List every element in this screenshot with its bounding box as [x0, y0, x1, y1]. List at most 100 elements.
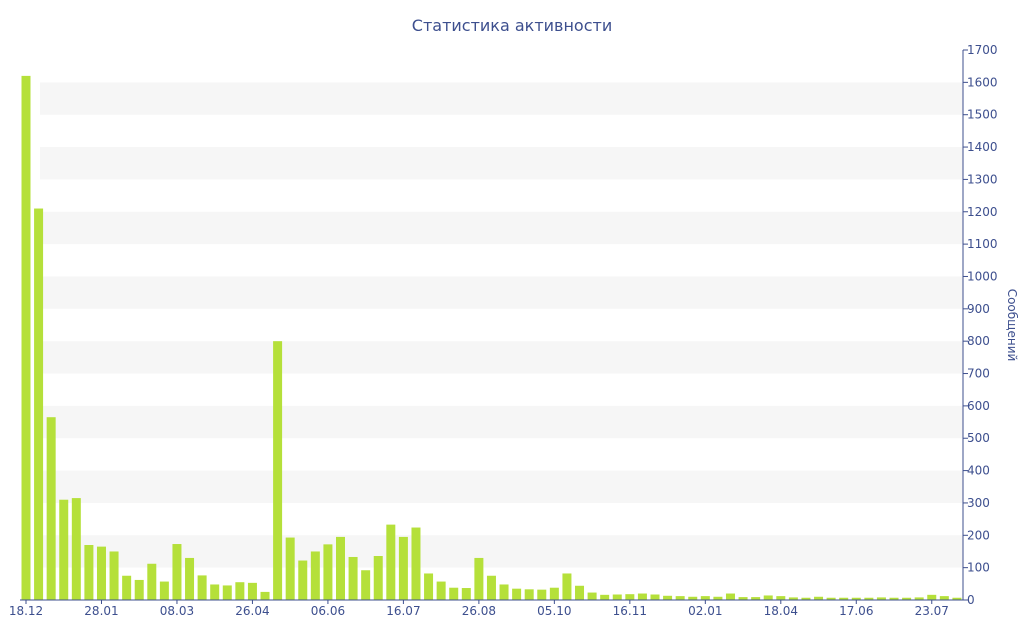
bar[interactable] — [310, 551, 320, 600]
bar[interactable] — [59, 499, 69, 600]
bar[interactable] — [788, 597, 798, 600]
bar[interactable] — [273, 341, 283, 600]
bar[interactable] — [486, 575, 496, 600]
bar[interactable] — [927, 594, 937, 600]
bar[interactable] — [474, 557, 484, 600]
bar[interactable] — [449, 587, 459, 600]
bar[interactable] — [159, 581, 169, 600]
bar[interactable] — [260, 591, 270, 600]
bar[interactable] — [625, 594, 635, 600]
bar[interactable] — [902, 597, 912, 600]
bar[interactable] — [21, 75, 31, 600]
bar[interactable] — [725, 593, 735, 600]
bar[interactable] — [713, 596, 723, 600]
bar[interactable] — [386, 524, 396, 600]
bar[interactable] — [876, 597, 886, 600]
y-tick-label: 1100 — [967, 237, 998, 251]
bar[interactable] — [398, 536, 408, 600]
bar[interactable] — [147, 563, 157, 600]
bar[interactable] — [637, 593, 647, 600]
bar[interactable] — [71, 498, 81, 600]
bar[interactable] — [688, 596, 698, 600]
y-tick-label: 1000 — [967, 269, 998, 283]
y-tick-label: 600 — [967, 399, 990, 413]
bar[interactable] — [109, 551, 119, 600]
y-tick-label: 300 — [967, 496, 990, 510]
bar[interactable] — [172, 544, 182, 600]
bar[interactable] — [461, 588, 471, 600]
y-tick-label: 100 — [967, 561, 990, 575]
x-tick-label: 18.12 — [9, 604, 43, 618]
bar[interactable] — [914, 597, 924, 600]
bar[interactable] — [235, 582, 245, 600]
x-tick-label: 17.06 — [839, 604, 873, 618]
bar[interactable] — [851, 597, 861, 600]
bar[interactable] — [285, 537, 295, 600]
bar[interactable] — [298, 560, 308, 600]
bar[interactable] — [436, 581, 446, 600]
bar[interactable] — [600, 594, 610, 600]
grid-band — [40, 405, 963, 439]
bar[interactable] — [424, 573, 434, 600]
bar[interactable] — [889, 597, 899, 600]
bar[interactable] — [763, 595, 773, 600]
x-tick-label: 06.06 — [311, 604, 345, 618]
grid-bands — [40, 82, 963, 568]
bar[interactable] — [650, 594, 660, 601]
bar[interactable] — [524, 589, 534, 600]
grid-band — [40, 211, 963, 245]
bar[interactable] — [700, 596, 710, 600]
y-tick-label: 1600 — [967, 75, 998, 89]
bar[interactable] — [185, 557, 195, 600]
x-tick-label: 16.07 — [386, 604, 420, 618]
bar[interactable] — [348, 556, 358, 600]
bar[interactable] — [751, 597, 761, 600]
x-tick-label: 28.01 — [84, 604, 118, 618]
x-tick-label: 16.11 — [613, 604, 647, 618]
y-tick-label: 500 — [967, 431, 990, 445]
bar[interactable] — [814, 596, 824, 600]
bar[interactable] — [801, 597, 811, 600]
bar[interactable] — [411, 527, 421, 600]
bar[interactable] — [512, 588, 522, 600]
bar[interactable] — [361, 570, 371, 600]
bar[interactable] — [373, 556, 383, 600]
bar[interactable] — [939, 596, 949, 600]
bar[interactable] — [663, 595, 673, 600]
bar[interactable] — [776, 596, 786, 600]
bar[interactable] — [336, 536, 345, 600]
bar[interactable] — [952, 597, 962, 600]
bar[interactable] — [134, 579, 144, 600]
bar[interactable] — [537, 589, 547, 600]
bar[interactable] — [46, 417, 56, 600]
bar[interactable] — [84, 545, 94, 600]
x-tick-label: 18.04 — [764, 604, 798, 618]
bar[interactable] — [738, 597, 748, 600]
bar[interactable] — [612, 594, 622, 601]
bar[interactable] — [587, 592, 597, 600]
bar[interactable] — [826, 597, 836, 600]
bar[interactable] — [549, 587, 559, 600]
bar[interactable] — [839, 597, 849, 600]
bar[interactable] — [675, 596, 685, 600]
x-tick-label: 26.04 — [235, 604, 269, 618]
y-tick-label: 700 — [967, 367, 990, 381]
y-tick-label: 800 — [967, 334, 990, 348]
bar[interactable] — [197, 575, 207, 600]
grid-band — [40, 82, 963, 115]
chart-title: Статистика активности — [412, 16, 612, 35]
bar[interactable] — [323, 544, 333, 600]
x-tick-label: 08.03 — [160, 604, 194, 618]
y-tick-label: 1700 — [967, 43, 998, 57]
bar[interactable] — [222, 585, 232, 600]
grid-band — [40, 470, 963, 503]
bar[interactable] — [210, 584, 220, 600]
bar[interactable] — [864, 597, 874, 600]
bar[interactable] — [575, 585, 585, 600]
bar[interactable] — [499, 584, 509, 600]
bar[interactable] — [562, 573, 572, 600]
bar[interactable] — [34, 208, 44, 600]
bar[interactable] — [247, 582, 257, 600]
bar[interactable] — [96, 546, 106, 600]
bar[interactable] — [122, 575, 132, 600]
